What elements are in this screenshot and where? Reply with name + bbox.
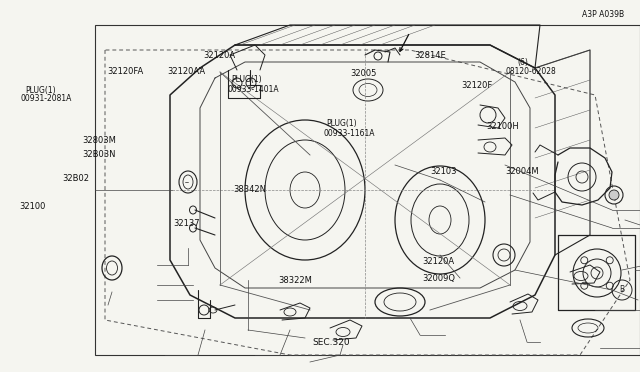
- Text: 32009Q: 32009Q: [422, 274, 456, 283]
- Text: 32137: 32137: [173, 219, 200, 228]
- Text: 32120A: 32120A: [422, 257, 454, 266]
- Text: 38342N: 38342N: [234, 185, 267, 194]
- Text: SEC.320: SEC.320: [312, 338, 350, 347]
- Text: PLUG(1): PLUG(1): [232, 76, 262, 84]
- Text: 00933-1401A: 00933-1401A: [227, 85, 279, 94]
- Text: 32005: 32005: [351, 69, 377, 78]
- Bar: [95, 25, 640, 355]
- Text: 00933-1161A: 00933-1161A: [323, 129, 374, 138]
- Text: B: B: [620, 285, 625, 295]
- Text: PLUG(1): PLUG(1): [26, 86, 56, 94]
- Text: 08120-62028: 08120-62028: [506, 67, 556, 76]
- Text: 32103: 32103: [430, 167, 456, 176]
- Text: PLUG(1): PLUG(1): [326, 119, 357, 128]
- Text: 32100H: 32100H: [486, 122, 519, 131]
- Text: 32120F: 32120F: [461, 81, 492, 90]
- Text: 32004M: 32004M: [506, 167, 540, 176]
- Text: 32B02: 32B02: [63, 174, 90, 183]
- Text: 32120A: 32120A: [204, 51, 236, 60]
- Text: A3P A039B: A3P A039B: [582, 10, 624, 19]
- Text: (6): (6): [517, 58, 528, 67]
- Text: 32120AA: 32120AA: [168, 67, 206, 76]
- Circle shape: [609, 190, 619, 200]
- Text: 32814E: 32814E: [415, 51, 447, 60]
- Text: 32B03N: 32B03N: [82, 150, 115, 159]
- Text: 38322M: 38322M: [278, 276, 312, 285]
- Text: 32100: 32100: [19, 202, 45, 211]
- Text: 00931-2081A: 00931-2081A: [20, 94, 72, 103]
- Text: 32120FA: 32120FA: [108, 67, 144, 76]
- Text: 32803M: 32803M: [82, 136, 116, 145]
